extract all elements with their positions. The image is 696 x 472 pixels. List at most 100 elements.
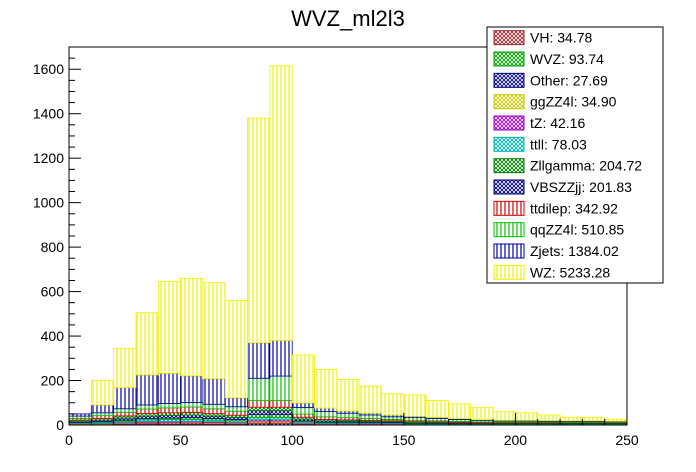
legend-entry-tz: tZ: 42.16 [493, 115, 585, 131]
bar-wz-bin-22 [559, 416, 583, 422]
bar-wz-bin-11 [314, 369, 338, 409]
bar-ttdilep-bin-8 [247, 400, 271, 408]
bar-zjets-bin-4 [157, 373, 181, 404]
bar-zjets-bin-9 [269, 340, 293, 377]
bar-zjets-bin-10 [291, 402, 315, 408]
bar-ttdilep-bin-4 [157, 407, 181, 414]
bar-wz-bin-12 [336, 379, 360, 412]
legend-entry-wvz: WVZ: 93.74 [493, 51, 604, 67]
bar-zllgamma-bin-3 [135, 413, 159, 417]
legend-label: ttdilep: 342.92 [530, 200, 618, 216]
legend-label: Zllgamma: 204.72 [530, 158, 642, 174]
y-tick-label: 1600 [33, 61, 64, 77]
bar-wz-bin-20 [515, 412, 539, 421]
legend-swatch [493, 51, 525, 67]
legend-swatch [493, 72, 525, 88]
bar-ttdilep-bin-9 [269, 400, 293, 408]
bar-qqzz4l-bin-12 [336, 412, 360, 419]
y-tick-label: 1200 [33, 150, 64, 166]
bar-zllgamma-bin-8 [247, 406, 271, 411]
bar-zllgamma-bin-5 [180, 411, 204, 416]
legend-entry-zllgamma: Zllgamma: 204.72 [493, 158, 642, 174]
bar-zjets-bin-11 [314, 407, 338, 412]
bar-zjets-bin-8 [247, 342, 271, 379]
bar-wz-bin-13 [358, 385, 382, 414]
bar-ttdilep-bin-5 [180, 406, 204, 413]
bar-zjets-bin-7 [224, 397, 248, 408]
legend-label: tZ: 42.16 [530, 115, 585, 131]
bar-ttdilep-bin-3 [135, 408, 159, 414]
bar-ttdilep-bin-7 [224, 410, 248, 416]
bar-zjets-bin-2 [113, 387, 137, 410]
bar-qqzz4l-bin-2 [113, 408, 137, 413]
legend-entry-ttll: ttll: 78.03 [493, 136, 587, 152]
bar-wz-bin-14 [381, 393, 405, 416]
bar-wz-bin-10 [291, 354, 315, 404]
bar-wz-bin-15 [403, 394, 427, 417]
bar-qqzz4l-bin-8 [247, 377, 271, 401]
legend-label: WZ: 5233.28 [530, 264, 610, 280]
x-tick-label: 50 [173, 432, 189, 448]
x-tick-label: 200 [504, 432, 528, 448]
bar-zjets-bin-1 [90, 404, 115, 414]
bar-vbszzjj-bin-5 [180, 414, 204, 419]
bar-zllgamma-bin-4 [157, 412, 181, 416]
bar-zjets-bin-3 [135, 374, 159, 406]
bar-zjets-bin-5 [180, 375, 204, 403]
bar-wz-bin-6 [202, 282, 226, 380]
bar-qqzz4l-bin-5 [180, 402, 204, 408]
bar-vbszzjj-bin-4 [157, 415, 181, 419]
bar-wvz-bin-9 [269, 414, 293, 419]
bar-qqzz4l-bin-1 [90, 412, 115, 417]
legend-swatch [493, 94, 525, 110]
bar-qqzz4l-bin-13 [358, 414, 382, 419]
bar-wz-bin-2 [113, 347, 137, 389]
bar-qqzz4l-bin-14 [381, 416, 405, 420]
bar-wz-bin-3 [135, 312, 159, 376]
legend-entry-ggzz4l: ggZZ4l: 34.90 [493, 94, 617, 110]
bar-wz-bin-7 [224, 300, 248, 399]
legend-label: WVZ: 93.74 [530, 51, 604, 67]
bar-wz-bin-1 [90, 380, 115, 406]
legend-swatch [493, 115, 525, 131]
chart-title: WVZ_ml2l3 [291, 6, 405, 31]
legend-label: ggZZ4l: 34.90 [530, 94, 617, 110]
series-zjets [68, 340, 628, 423]
bar-qqzz4l-bin-4 [157, 403, 181, 409]
legend-swatch [493, 158, 525, 174]
legend-label: ttll: 78.03 [530, 136, 587, 152]
bar-wvz-bin-8 [247, 414, 271, 419]
y-tick-label: 800 [41, 239, 65, 255]
legend-box [486, 26, 664, 284]
bar-wz-bin-4 [157, 281, 181, 374]
legend-label: Zjets: 1384.02 [530, 243, 619, 259]
bar-zllgamma-bin-9 [269, 406, 293, 411]
legend-swatch [493, 136, 525, 152]
legend-entry-other: Other: 27.69 [493, 72, 608, 88]
bar-wz-bin-8 [247, 117, 271, 344]
legend-swatch [493, 200, 525, 216]
bar-wz-bin-5 [180, 277, 204, 377]
bar-vbszzjj-bin-8 [247, 410, 271, 415]
y-tick-label: 1000 [33, 195, 64, 211]
legend-swatch [493, 243, 525, 259]
bar-qqzz4l-bin-10 [291, 407, 315, 415]
legend-label: Other: 27.69 [530, 72, 608, 88]
legend-swatch [493, 30, 525, 46]
legend: VH: 34.78 WVZ: 93.74 Other: 27.69 ggZZ4l: 3… [486, 26, 664, 284]
legend-entry-zjets: Zjets: 1384.02 [493, 243, 619, 259]
legend-entry-ttdilep: ttdilep: 342.92 [493, 200, 618, 216]
bar-zjets-bin-6 [202, 378, 226, 405]
legend-entry-qqzz4l: qqZZ4l: 510.85 [493, 222, 624, 238]
stacked-bars [68, 65, 628, 426]
legend-swatch [493, 264, 525, 280]
legend-swatch [493, 179, 525, 195]
bar-qqzz4l-bin-3 [135, 404, 159, 410]
x-tick-label: 100 [281, 432, 305, 448]
legend-entry-vbszzjj: VBSZZjj: 201.83 [493, 179, 632, 195]
legend-label: VH: 34.78 [530, 30, 592, 46]
y-tick-label: 0 [56, 417, 64, 433]
legend-label: VBSZZjj: 201.83 [530, 179, 632, 195]
bar-ttdilep-bin-2 [113, 411, 137, 417]
x-tick-label: 0 [65, 432, 73, 448]
